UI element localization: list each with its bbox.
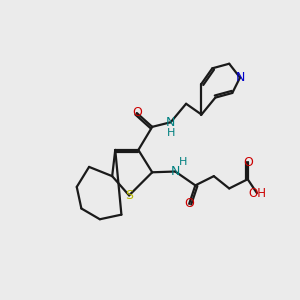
Text: O: O (184, 197, 194, 210)
Text: O: O (132, 106, 142, 119)
Text: N: N (171, 165, 180, 178)
Text: N: N (235, 71, 245, 84)
Text: S: S (125, 189, 133, 202)
Text: H: H (179, 157, 187, 166)
Text: N: N (166, 116, 175, 129)
Text: OH: OH (248, 187, 266, 200)
Text: O: O (243, 156, 253, 169)
Text: H: H (167, 128, 175, 138)
